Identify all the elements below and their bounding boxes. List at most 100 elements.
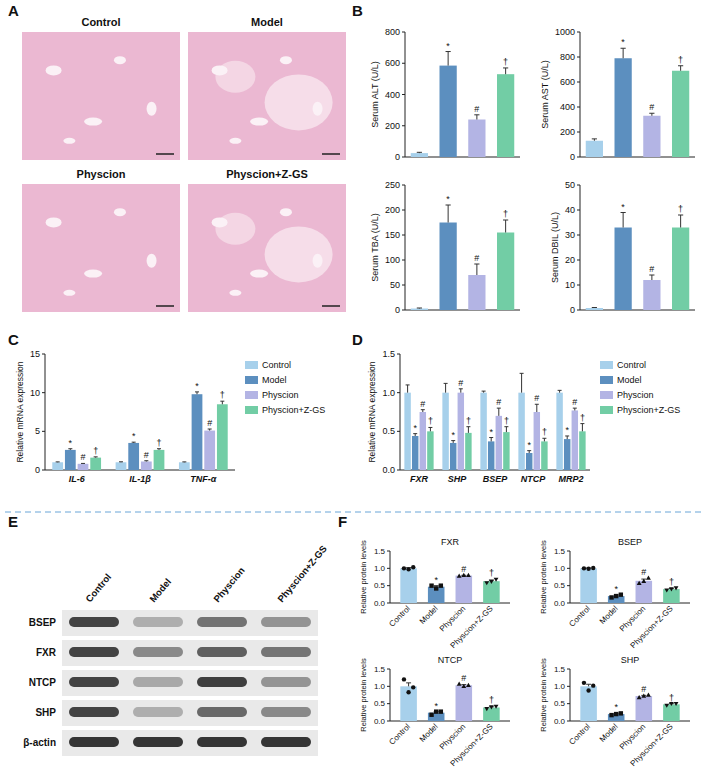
significance: * bbox=[132, 431, 136, 441]
error-bar bbox=[444, 383, 448, 392]
error-stem bbox=[582, 424, 583, 432]
error-cap bbox=[208, 429, 212, 430]
blot-row: BSEP bbox=[29, 610, 318, 636]
band bbox=[261, 617, 311, 627]
lane-label: Model bbox=[147, 576, 173, 604]
bar bbox=[663, 704, 680, 721]
point bbox=[674, 702, 679, 706]
y-axis bbox=[390, 551, 391, 603]
error-bar bbox=[474, 264, 479, 275]
tick-label: 1.0 bbox=[374, 682, 386, 691]
error-bar bbox=[504, 427, 508, 432]
tick-label: 40 bbox=[565, 205, 575, 215]
error-cap bbox=[649, 113, 654, 114]
error-cap bbox=[474, 264, 479, 265]
point bbox=[641, 694, 646, 698]
marks bbox=[411, 52, 515, 157]
point bbox=[614, 594, 618, 598]
image-label: Physcion bbox=[77, 168, 126, 180]
category-label: Control bbox=[567, 604, 592, 629]
blot-strip bbox=[62, 640, 318, 666]
bar bbox=[496, 416, 502, 470]
tissue-shade bbox=[188, 184, 346, 312]
bar bbox=[572, 410, 578, 470]
bar bbox=[192, 394, 203, 470]
category-label: MRP2 bbox=[558, 474, 583, 484]
tick-label: 1.0 bbox=[554, 564, 566, 573]
band bbox=[197, 647, 247, 657]
point bbox=[586, 688, 590, 692]
vessel bbox=[63, 290, 75, 296]
chart-title: FXR bbox=[441, 537, 460, 547]
bar bbox=[488, 441, 494, 470]
image-label: Control bbox=[81, 16, 120, 28]
vessel bbox=[212, 217, 228, 227]
tick-label: 400 bbox=[560, 102, 575, 112]
error-bar bbox=[144, 460, 148, 462]
band bbox=[261, 737, 311, 747]
tick-label: 600 bbox=[385, 58, 400, 68]
tick bbox=[402, 63, 405, 64]
tick-label: 800 bbox=[385, 27, 400, 37]
significance: † bbox=[678, 55, 683, 65]
blot-strip bbox=[62, 730, 318, 756]
significance: † bbox=[156, 438, 161, 448]
band bbox=[197, 617, 247, 627]
bar bbox=[90, 458, 101, 470]
bar bbox=[518, 393, 524, 470]
error-cap bbox=[520, 373, 524, 374]
point bbox=[609, 713, 613, 717]
error-cap bbox=[182, 461, 186, 462]
bar bbox=[672, 71, 689, 157]
significance: † bbox=[220, 390, 225, 400]
significance: # bbox=[496, 397, 501, 407]
error-bar bbox=[621, 213, 626, 228]
tick bbox=[402, 260, 405, 261]
tick bbox=[42, 470, 45, 471]
vessel bbox=[147, 254, 157, 268]
error-bar bbox=[649, 113, 654, 116]
image-label: Model bbox=[251, 16, 283, 28]
error-bar bbox=[119, 461, 123, 462]
bar bbox=[141, 461, 152, 470]
error-bar bbox=[195, 392, 199, 394]
bar bbox=[615, 228, 632, 311]
significance: † bbox=[489, 568, 494, 578]
error-bar bbox=[573, 408, 577, 410]
tick-label: 100 bbox=[385, 255, 400, 265]
tick bbox=[577, 107, 580, 108]
axis-title: Relative protein levels bbox=[359, 540, 368, 614]
bar bbox=[465, 433, 471, 470]
error-bar bbox=[558, 390, 562, 392]
tick bbox=[577, 57, 580, 58]
legend-swatch bbox=[600, 406, 613, 414]
significance: † bbox=[542, 427, 547, 437]
significance: † bbox=[489, 695, 494, 705]
chart: 0200400600800Serum ALT (U/L)*#† bbox=[370, 27, 520, 162]
significance: † bbox=[466, 416, 471, 426]
tick-label: 0.5 bbox=[374, 581, 386, 590]
y-axis bbox=[580, 32, 581, 157]
error-stem bbox=[476, 264, 477, 275]
axis-title: Relative protein levels bbox=[539, 540, 548, 614]
error-cap bbox=[406, 682, 411, 683]
band bbox=[133, 617, 183, 627]
tick-label: 50 bbox=[565, 180, 575, 190]
error-cap bbox=[678, 215, 683, 216]
bar bbox=[400, 568, 417, 603]
marks bbox=[400, 565, 499, 603]
error-cap bbox=[497, 408, 501, 409]
error-bar bbox=[649, 275, 654, 280]
significance: # bbox=[474, 253, 479, 263]
point bbox=[646, 576, 651, 580]
axis-title: Relative protein levels bbox=[359, 658, 368, 732]
blot-strip bbox=[62, 700, 318, 726]
error-cap bbox=[527, 450, 531, 451]
error-cap bbox=[81, 463, 85, 464]
panel-letter: E bbox=[8, 513, 18, 530]
error-cap bbox=[56, 461, 60, 462]
significance: # bbox=[461, 673, 466, 683]
marks bbox=[586, 213, 690, 311]
error-stem bbox=[680, 215, 681, 228]
point bbox=[619, 592, 623, 596]
